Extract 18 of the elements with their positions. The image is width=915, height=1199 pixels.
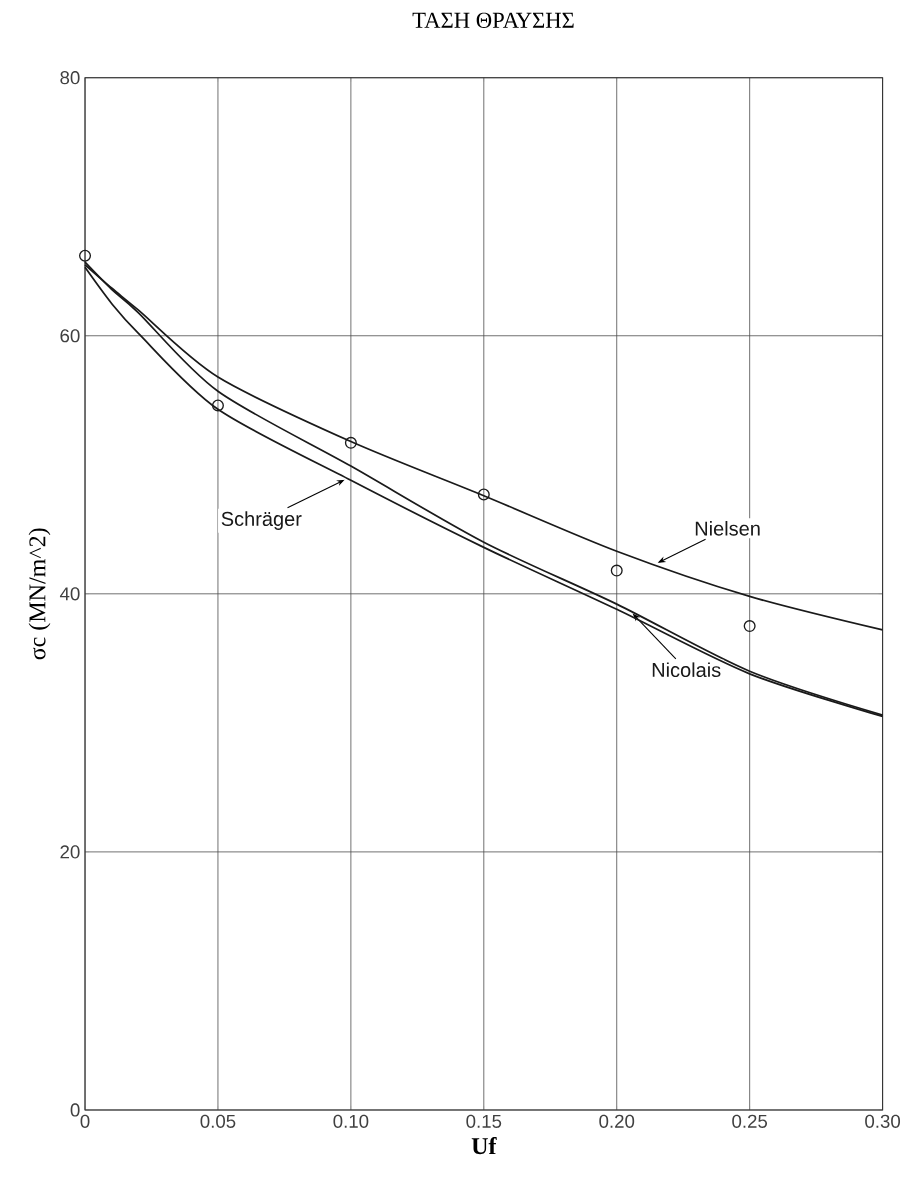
x-tick-label: 0.15 bbox=[466, 1114, 502, 1128]
y-tick-label: 60 bbox=[60, 329, 80, 343]
x-axis-title: Uf bbox=[471, 1137, 497, 1155]
y-axis-title: σc (MN/m^2) bbox=[28, 528, 51, 660]
y-tick-label: 0 bbox=[70, 1103, 80, 1117]
y-tick-label: 40 bbox=[59, 587, 80, 601]
x-tick-label: 0.20 bbox=[599, 1114, 635, 1128]
series-label: Nicolais bbox=[652, 662, 721, 678]
y-tick-label: 80 bbox=[60, 71, 80, 85]
text: Nielsen bbox=[695, 520, 760, 536]
y-tick-label: 20 bbox=[60, 845, 80, 859]
x-tick-label: 0.05 bbox=[200, 1114, 236, 1128]
x-tick-label: 0.30 bbox=[865, 1114, 901, 1128]
x-tick-label: 0.10 bbox=[333, 1114, 369, 1128]
chart-title: ΤΑΣΗ ΘΡΑΥΣΗΣ bbox=[412, 12, 574, 28]
text: Schräger bbox=[221, 511, 302, 530]
x-tick-label: 0 bbox=[80, 1114, 90, 1128]
x-tick-label: 0.25 bbox=[732, 1114, 768, 1128]
